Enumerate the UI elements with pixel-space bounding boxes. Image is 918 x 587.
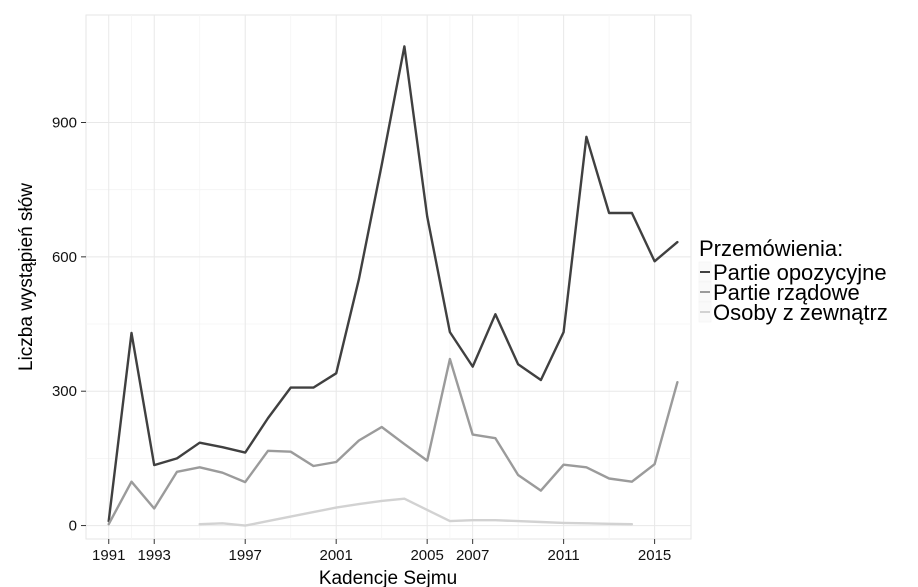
series-line-2: [107, 357, 679, 526]
x-tick-label: 2015: [638, 547, 671, 564]
y-axis-ticks: 0 300 600 900: [52, 114, 86, 535]
x-axis-ticks: 1991 1993 1997 2001 2005 2007 2011 2015: [92, 539, 671, 564]
series-line-3: [198, 497, 634, 527]
y-tick-label: 0: [69, 518, 77, 535]
x-tick-label: 2005: [410, 547, 443, 564]
legend-title: Przemówienia:: [699, 236, 843, 261]
y-tick-label: 900: [52, 114, 77, 131]
x-tick-label: 2011: [547, 547, 579, 564]
x-axis-title: Kadencje Sejmu: [319, 568, 457, 587]
legend-label: Partie rządowe: [713, 280, 860, 305]
x-tick-label: 1997: [229, 547, 262, 564]
y-tick-label: 600: [52, 249, 77, 266]
x-tick-label: 2001: [320, 547, 353, 564]
legend-label: Partie opozycyjne: [713, 260, 887, 285]
plot-panel: [85, 14, 692, 540]
grid-minor: [86, 15, 691, 539]
y-axis-title: Liczba wystąpień słów: [16, 183, 37, 371]
x-tick-label: 1993: [138, 547, 171, 564]
x-tick-label: 1991: [92, 547, 125, 564]
x-tick-label: 2007: [456, 547, 489, 564]
legend-label: Osoby z zewnątrz: [713, 300, 888, 325]
y-tick-label: 300: [52, 383, 77, 400]
series-layer: [107, 45, 679, 527]
series-line-1: [107, 45, 679, 523]
